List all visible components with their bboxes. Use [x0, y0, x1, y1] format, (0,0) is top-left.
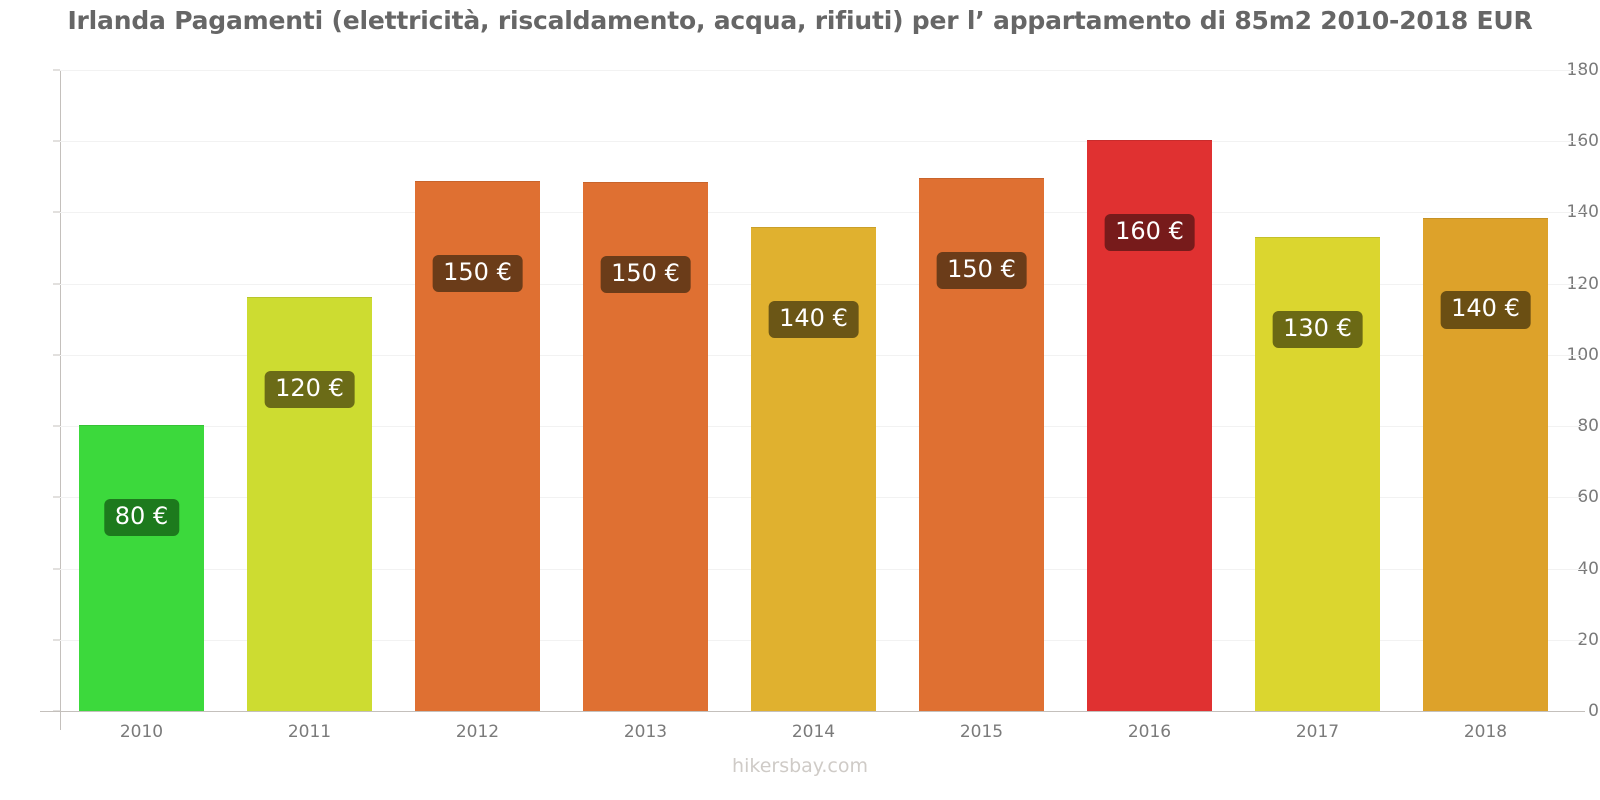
bar-2010[interactable]: 80 €	[79, 70, 204, 711]
bar-rect	[79, 425, 204, 711]
gridline	[60, 70, 1585, 71]
x-axis-tick-label: 2010	[119, 722, 164, 742]
bar-2012[interactable]: 150 €	[415, 70, 540, 711]
bar-value-label: 150 €	[432, 255, 523, 293]
y-axis-tick-label: 20	[1577, 629, 1599, 650]
x-axis-tick-label: 2018	[1463, 722, 1508, 742]
y-axis-tick-label: 80	[1577, 416, 1599, 437]
bar-value-label: 130 €	[1272, 310, 1363, 349]
x-axis-tick-label: 2011	[287, 722, 332, 742]
plot-area: 80 € 120 € 150 € 150 € 140 € 150 € 160 € 130 € 1…	[60, 70, 1585, 711]
page-title: Irlanda Pagamenti (elettricità, riscalda…	[67, 6, 1533, 35]
bar-value-label: 140 €	[768, 301, 859, 339]
y-axis-tick-label: 40	[1577, 558, 1599, 579]
bar-2013[interactable]: 150 €	[583, 70, 708, 711]
y-axis-tick-mark	[53, 568, 60, 570]
y-axis-tick-label: 60	[1577, 487, 1599, 508]
y-axis-tick-mark	[53, 283, 60, 285]
y-axis-line	[60, 70, 61, 730]
y-axis-tick-mark	[53, 425, 60, 427]
bar-value-label: 140 €	[1440, 291, 1531, 329]
bar-rect	[751, 227, 876, 711]
bar-rect	[1255, 237, 1380, 711]
x-axis-tick-label: 2014	[791, 722, 836, 742]
y-axis-tick-label: 0	[1588, 701, 1599, 721]
bar-rect	[247, 296, 372, 711]
bar-2016[interactable]: 160 €	[1087, 70, 1212, 711]
bar-value-label: 160 €	[1104, 214, 1195, 252]
y-axis-tick-mark	[53, 354, 60, 356]
y-axis-tick-mark	[53, 140, 60, 142]
bar-2015[interactable]: 150 €	[919, 70, 1044, 711]
bar-2011[interactable]: 120 €	[247, 70, 372, 711]
y-axis-tick-mark	[53, 639, 60, 641]
bar-value-label: 150 €	[936, 251, 1027, 289]
bar-value-label: 120 €	[264, 370, 355, 408]
bar-2018[interactable]: 140 €	[1423, 70, 1548, 711]
x-axis-tick-label: 2012	[455, 722, 500, 742]
y-axis-tick-mark	[53, 211, 60, 213]
x-axis-tick-label: 2016	[1127, 722, 1172, 742]
bar-2017[interactable]: 130 €	[1255, 70, 1380, 711]
gridline	[60, 141, 1585, 143]
gridline	[60, 212, 1585, 214]
y-axis-tick-mark	[53, 69, 60, 71]
x-axis-line	[40, 711, 1585, 712]
bar-2014[interactable]: 140 €	[751, 70, 876, 711]
x-axis-tick-label: 2017	[1295, 722, 1340, 742]
x-axis-tick-label: 2015	[959, 722, 1004, 742]
y-axis-tick-mark	[53, 496, 60, 498]
bar-value-label: 80 €	[103, 498, 180, 537]
bar-value-label: 150 €	[600, 255, 691, 293]
x-axis-tick-label: 2013	[623, 722, 668, 742]
footer-credit: hikersbay.com	[732, 755, 868, 777]
